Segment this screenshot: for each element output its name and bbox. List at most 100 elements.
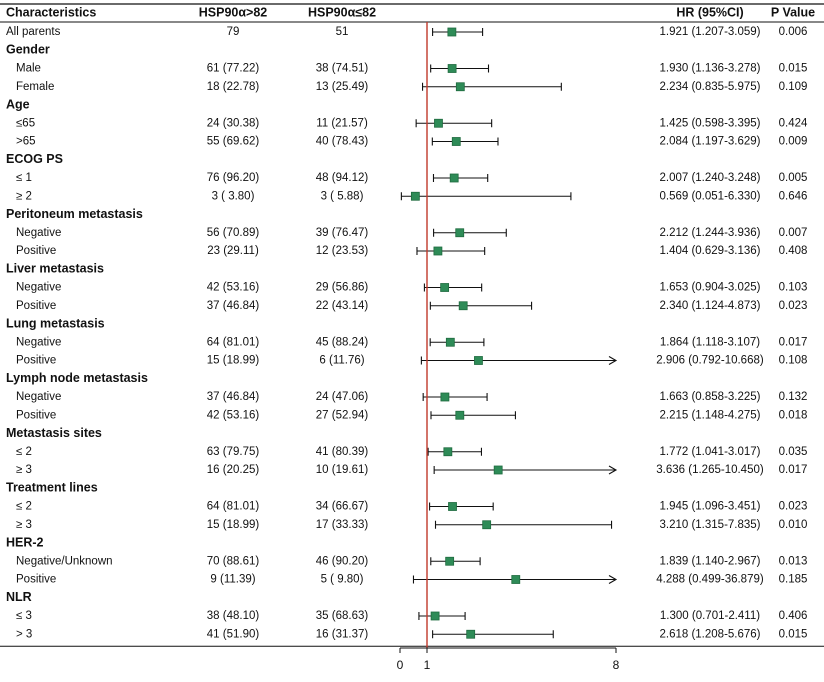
hr-marker: [447, 27, 457, 37]
row-label: Negative: [16, 336, 61, 348]
row-label: ≤ 2: [16, 446, 32, 458]
row-p-value: 0.007: [779, 227, 808, 239]
group-label: Liver metastasis: [6, 262, 104, 276]
row-hr-ci: 2.007 (1.240-3.248): [659, 172, 760, 184]
row-hr-ci: 2.212 (1.244-3.936): [659, 227, 760, 239]
row-label: Positive: [16, 300, 56, 312]
row-hr-ci: 1.404 (0.629-3.136): [659, 245, 760, 257]
row-label: Male: [16, 63, 41, 75]
row-count-low: 40 (78.43): [316, 136, 369, 148]
row-count-high: 3 ( 3.80): [212, 190, 255, 202]
row-p-value: 0.006: [779, 26, 808, 38]
x-tick-label: 1: [424, 658, 431, 672]
row-count-high: 64 (81.01): [207, 501, 260, 513]
header-hr: HR (95%CI): [676, 5, 743, 19]
ci-arrow: [608, 465, 618, 475]
row-hr-ci: 2.340 (1.124-4.873): [659, 300, 760, 312]
row-hr-ci: 1.930 (1.136-3.278): [659, 63, 760, 75]
hr-marker: [449, 173, 459, 183]
row-count-high: 79: [227, 26, 240, 38]
row-p-value: 0.018: [779, 409, 808, 421]
row-hr-ci: 3.210 (1.315-7.835): [659, 519, 760, 531]
row-p-value: 0.015: [779, 628, 808, 640]
hr-marker: [440, 392, 450, 402]
hr-marker: [410, 191, 420, 201]
row-count-high: 16 (20.25): [207, 464, 260, 476]
row-count-low: 6 (11.76): [319, 355, 364, 367]
row-count-low: 3 ( 5.88): [321, 190, 364, 202]
row-label: ≤65: [16, 117, 35, 129]
row-count-high: 42 (53.16): [207, 409, 260, 421]
row-count-high: 76 (96.20): [207, 172, 260, 184]
group-label: Gender: [6, 43, 50, 57]
row-count-high: 37 (46.84): [207, 300, 260, 312]
row-count-low: 13 (25.49): [316, 81, 369, 93]
row-p-value: 0.406: [779, 610, 808, 622]
hr-marker: [458, 301, 468, 311]
row-count-high: 63 (79.75): [207, 446, 260, 458]
hr-marker: [455, 82, 465, 92]
row-count-high: 15 (18.99): [207, 519, 260, 531]
row-label: Female: [16, 81, 54, 93]
group-label: Metastasis sites: [6, 426, 102, 440]
hr-marker: [434, 118, 443, 128]
row-count-high: 38 (48.10): [207, 610, 260, 622]
row-hr-ci: 3.636 (1.265-10.450): [656, 464, 764, 476]
row-hr-ci: 1.300 (0.701-2.411): [660, 610, 760, 622]
row-label: > 3: [16, 628, 32, 640]
ci-arrow: [608, 356, 618, 365]
row-p-value: 0.185: [779, 574, 808, 586]
row-p-value: 0.646: [779, 190, 808, 202]
row-hr-ci: 1.864 (1.118-3.107): [660, 336, 760, 348]
row-hr-ci: 2.215 (1.148-4.275): [659, 409, 760, 421]
row-hr-ci: 1.945 (1.096-3.451): [659, 501, 760, 513]
x-tick-label: 8: [613, 658, 620, 672]
hr-marker: [493, 465, 503, 475]
group-label: Age: [6, 97, 30, 111]
row-label: Positive: [16, 409, 56, 421]
row-count-high: 70 (88.61): [207, 555, 260, 567]
row-label: Negative: [16, 282, 61, 294]
hr-marker: [447, 64, 457, 73]
row-count-high: 55 (69.62): [207, 136, 260, 148]
hr-marker: [440, 283, 450, 292]
row-count-high: 64 (81.01): [207, 336, 260, 348]
x-tick-label: 0: [397, 658, 404, 672]
row-hr-ci: 0.569 (0.051-6.330): [659, 190, 760, 202]
row-label: ≤ 1: [16, 172, 32, 184]
row-hr-ci: 1.425 (0.598-3.395): [659, 117, 760, 129]
row-label: Negative: [16, 227, 61, 239]
row-p-value: 0.015: [779, 63, 808, 75]
hr-marker: [433, 246, 443, 256]
hr-marker: [482, 520, 492, 530]
row-label: ≤ 2: [16, 501, 32, 513]
row-label: Negative/Unknown: [16, 555, 113, 567]
row-hr-ci: 1.921 (1.207-3.059): [659, 26, 760, 38]
row-p-value: 0.023: [779, 501, 808, 513]
row-hr-ci: 2.084 (1.197-3.629): [659, 136, 760, 148]
row-count-low: 10 (19.61): [316, 464, 369, 476]
row-p-value: 0.035: [779, 446, 808, 458]
row-p-value: 0.023: [779, 300, 808, 312]
row-hr-ci: 2.234 (0.835-5.975): [659, 81, 760, 93]
row-label: Negative: [16, 391, 61, 403]
row-hr-ci: 1.663 (0.858-3.225): [659, 391, 760, 403]
row-count-high: 56 (70.89): [207, 227, 260, 239]
hr-marker: [474, 356, 483, 365]
row-count-high: 9 (11.39): [210, 574, 255, 586]
row-count-high: 15 (18.99): [207, 355, 260, 367]
row-count-low: 48 (94.12): [316, 172, 369, 184]
hr-marker: [466, 629, 476, 639]
row-p-value: 0.013: [779, 555, 808, 567]
row-hr-ci: 1.653 (0.904-3.025): [659, 282, 760, 294]
header-characteristics: Characteristics: [6, 5, 96, 19]
row-count-high: 37 (46.84): [207, 391, 260, 403]
row-count-low: 17 (33.33): [316, 519, 369, 531]
hr-marker: [455, 228, 465, 238]
row-count-low: 35 (68.63): [316, 610, 369, 622]
row-p-value: 0.017: [779, 336, 808, 348]
hr-marker: [455, 410, 465, 420]
group-label: NLR: [6, 590, 32, 604]
row-count-high: 23 (29.11): [207, 245, 259, 257]
